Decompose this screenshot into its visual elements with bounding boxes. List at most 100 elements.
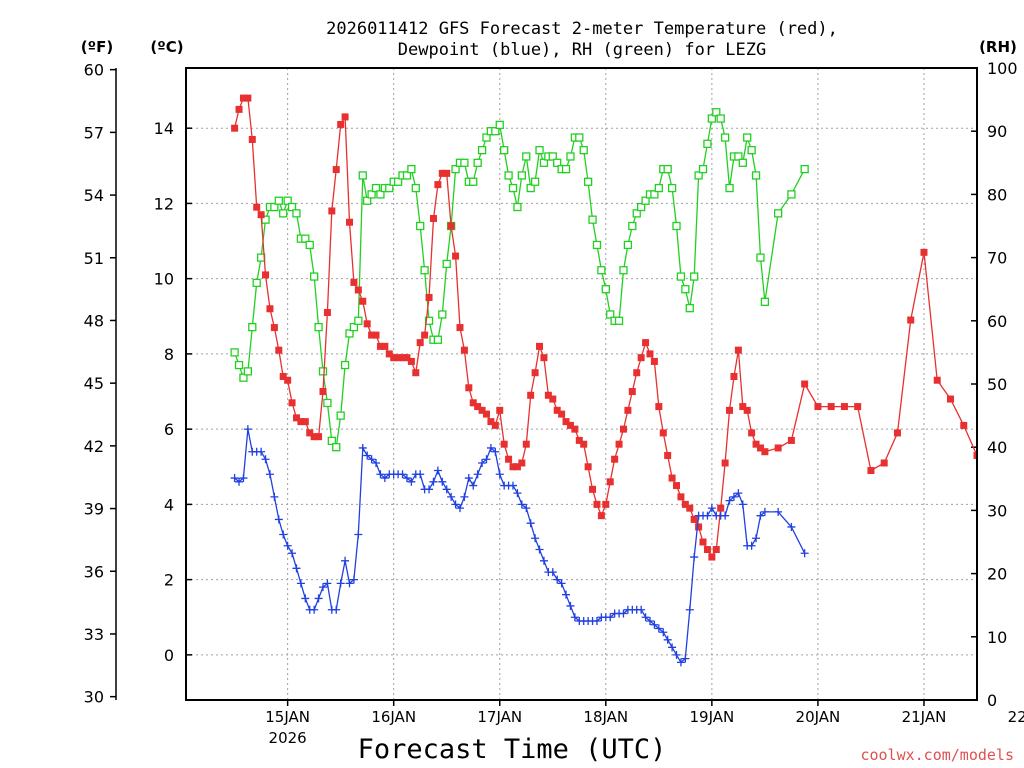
rh-point xyxy=(385,183,394,193)
rh-point xyxy=(654,183,663,193)
rh-point xyxy=(663,164,672,174)
temperature-point xyxy=(482,410,490,418)
dewpoint-point xyxy=(676,658,685,667)
dewpoint-point xyxy=(460,492,469,501)
rh-point xyxy=(690,272,699,281)
rh-point xyxy=(650,190,659,199)
rh-point xyxy=(561,164,571,174)
temperature-point xyxy=(540,354,548,362)
rh-point xyxy=(460,158,469,167)
temperature-point xyxy=(469,399,477,407)
temperature-point xyxy=(465,384,473,392)
rh-point xyxy=(270,202,279,212)
rh-point xyxy=(336,411,345,420)
rh-point xyxy=(349,322,359,332)
chart-title-line2: Dewpoint (blue), RH (green) for LEZG xyxy=(398,40,766,60)
rh-point xyxy=(230,348,239,357)
temperature-point xyxy=(593,500,601,508)
rh-point xyxy=(787,190,796,199)
dewpoint-point xyxy=(539,556,548,565)
rh-point xyxy=(588,215,597,224)
temperature-point xyxy=(801,380,809,388)
temperature-point xyxy=(390,354,398,362)
rh-point xyxy=(274,196,283,205)
dewpoint-point xyxy=(725,496,734,505)
dewpoint-point xyxy=(800,549,809,558)
dewpoint-point xyxy=(274,515,283,524)
dewpoint-point xyxy=(398,470,407,479)
temperature-point xyxy=(624,406,632,414)
rh-point xyxy=(433,335,443,344)
temperature-point xyxy=(880,459,888,467)
temperature-point xyxy=(319,388,327,396)
temperature-point xyxy=(275,346,283,354)
dewpoint-point xyxy=(729,492,738,501)
dewpoint-point xyxy=(473,470,482,479)
temperature-point xyxy=(350,278,358,286)
chart-title-line1: 2026011412 GFS Forecast 2-meter Temperat… xyxy=(326,19,838,39)
dewpoint-point xyxy=(747,541,756,550)
temperature-point xyxy=(646,350,654,358)
rh-point xyxy=(685,304,694,313)
temperature-point xyxy=(332,166,340,174)
temperature-point xyxy=(717,504,725,512)
unit-label-fahrenheit: (ºF) xyxy=(81,38,113,56)
dewpoint-point xyxy=(756,511,765,520)
dewpoint-point xyxy=(323,579,332,588)
rh-point xyxy=(760,297,770,306)
temperature-point xyxy=(399,354,407,362)
temperature-point xyxy=(580,440,588,448)
temperature-point xyxy=(474,403,482,411)
rh-point xyxy=(522,152,531,161)
temperature-point xyxy=(505,455,513,463)
rh-point xyxy=(641,196,650,205)
temperature-point xyxy=(893,429,901,437)
temperature-point xyxy=(840,403,848,411)
rh-point xyxy=(495,120,504,130)
temperature-point xyxy=(306,429,314,437)
temperature-point xyxy=(531,369,539,377)
dewpoint-point xyxy=(517,500,526,509)
dewpoint-point xyxy=(283,541,292,550)
rh-point xyxy=(606,310,615,319)
temperature-point xyxy=(460,346,468,354)
dewpoint-point xyxy=(562,590,571,599)
tick-label-f-0: 30 xyxy=(84,688,104,707)
dewpoint-point xyxy=(469,481,478,490)
dewpoint-point xyxy=(721,511,730,520)
rh-point xyxy=(287,202,297,212)
rh-point xyxy=(623,240,633,250)
dewpoint-point xyxy=(495,470,504,479)
temperature-point xyxy=(615,440,623,448)
tick-label-rh-7: 70 xyxy=(987,249,1007,268)
dewpoint-point xyxy=(301,594,310,603)
temperature-point xyxy=(257,211,265,219)
dewpoint-point xyxy=(681,654,690,663)
tick-label-rh-5: 50 xyxy=(987,375,1007,394)
dewpoint-point xyxy=(672,650,681,659)
temperature-point xyxy=(774,444,782,452)
rh-point xyxy=(234,360,244,370)
tick-label-f-8: 54 xyxy=(84,186,104,205)
tick-label-rh-3: 30 xyxy=(987,501,1007,520)
tick-label-rh-8: 80 xyxy=(987,185,1007,204)
rh-point xyxy=(411,183,420,193)
rh-point xyxy=(738,158,747,167)
temperature-point xyxy=(266,305,274,313)
temperature-point xyxy=(416,339,424,347)
rh-point xyxy=(725,183,734,193)
temperature-point xyxy=(650,357,658,365)
temperature-point xyxy=(368,331,376,339)
rh-point xyxy=(535,146,544,155)
dewpoint-point xyxy=(637,605,646,614)
rh-point xyxy=(376,190,385,199)
temperature-point xyxy=(633,369,641,377)
rh-point xyxy=(720,133,730,142)
rh-point xyxy=(371,183,381,193)
tick-label-f-2: 36 xyxy=(84,562,104,581)
dewpoint-point xyxy=(332,605,341,614)
dewpoint-point xyxy=(358,443,367,452)
dewpoint-point xyxy=(425,485,434,494)
temperature-point xyxy=(584,463,592,471)
